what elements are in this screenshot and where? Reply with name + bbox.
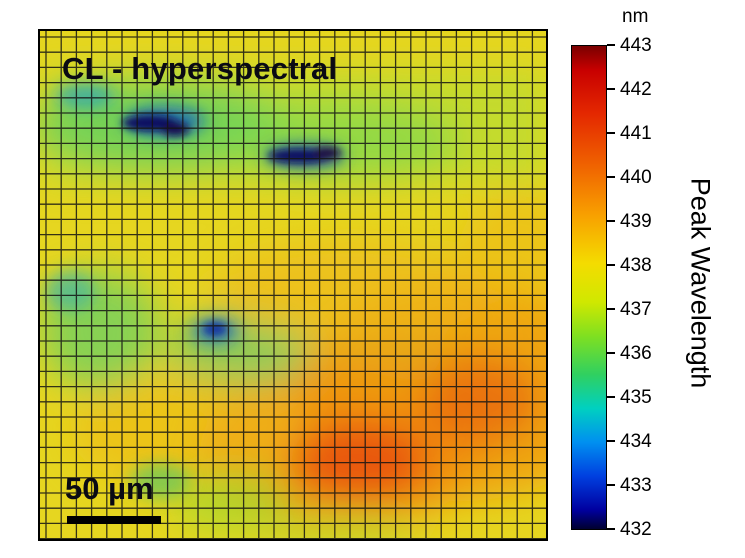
- colorbar-tick-label: 436: [620, 343, 652, 364]
- colorbar-tick: [607, 176, 615, 178]
- colorbar-tick-label: 438: [620, 255, 652, 276]
- scale-bar: [67, 516, 161, 524]
- colorbar-tick: [607, 352, 615, 354]
- colorbar-tick: [607, 88, 615, 90]
- colorbar-tick: [607, 44, 615, 46]
- colorbar-tick-label: 440: [620, 167, 652, 188]
- colorbar-tick-label: 437: [620, 299, 652, 320]
- hyperspectral-map: CL - hyperspectral 50 µm: [38, 29, 548, 541]
- colorbar-unit-label: nm: [622, 6, 649, 27]
- colorbar-tick-label: 433: [620, 475, 652, 496]
- colorbar-tick: [607, 132, 615, 134]
- colorbar-tick-label: 439: [620, 211, 652, 232]
- colorbar-tick-label: 434: [620, 431, 652, 452]
- scale-bar-label: 50 µm: [65, 471, 154, 506]
- colorbar-tick-label: 442: [620, 79, 652, 100]
- wavelength-map-image: [40, 31, 546, 539]
- colorbar-tick-label: 432: [620, 519, 652, 540]
- colorbar-tick: [607, 396, 615, 398]
- colorbar-tick: [607, 440, 615, 442]
- colorbar: [571, 45, 607, 530]
- colorbar-tick: [607, 484, 615, 486]
- colorbar-tick: [607, 308, 615, 310]
- colorbar-tick-label: 435: [620, 387, 652, 408]
- colorbar-title: Peak Wavelength: [685, 177, 716, 389]
- colorbar-tick-label: 441: [620, 123, 652, 144]
- colorbar-tick: [607, 528, 615, 530]
- colorbar-tick: [607, 220, 615, 222]
- colorbar-tick-label: 443: [620, 35, 652, 56]
- colorbar-tick: [607, 264, 615, 266]
- map-title: CL - hyperspectral: [62, 51, 338, 86]
